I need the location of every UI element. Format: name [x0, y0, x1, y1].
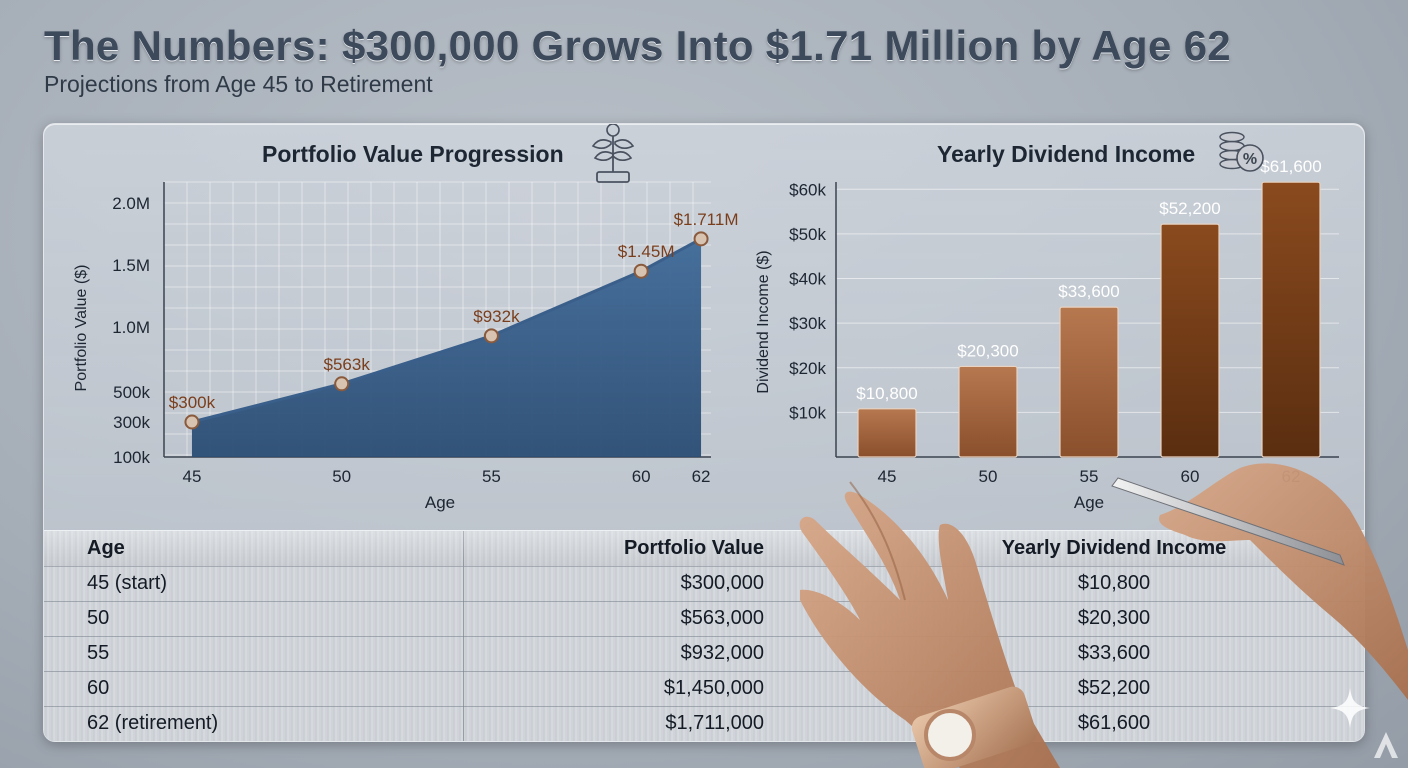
cell-dividend-income: $61,600 — [1077, 712, 1151, 734]
x-tick-label: 45 — [182, 467, 201, 486]
y-tick-label: 100k — [113, 448, 150, 467]
coins-percent-icon: % — [1219, 131, 1264, 172]
table-header-row: Age Portfolio Value Yearly Dividend Inco… — [44, 531, 1364, 567]
cell-age: 62 (retirement) — [87, 712, 219, 734]
y-axis-label: Portfolio Value ($) — [73, 265, 90, 392]
header-portfolio-value: Portfolio Value — [623, 537, 764, 559]
dividend-income-chart: $10k $20k $30k $40k $50k $60k $10,800 45 $20,300… — [755, 131, 1339, 512]
data-point — [633, 263, 649, 279]
x-axis-label: Age — [1074, 493, 1104, 512]
sparkle-icon — [1330, 688, 1370, 728]
y-tick-label: 2.0M — [112, 194, 150, 213]
x-tick-label: 55 — [482, 467, 501, 486]
y-axis-label: Dividend Income ($) — [755, 250, 772, 393]
x-tick-label: 50 — [979, 467, 998, 486]
charts-panel: Portfolio Value Progression Yearly Divid… — [43, 123, 1365, 742]
data-label: $52,200 — [1159, 199, 1220, 218]
y-tick-label: 1.0M — [112, 318, 150, 337]
cell-age: 60 — [87, 677, 110, 699]
data-label: $10,800 — [856, 384, 917, 403]
table-row: 62 (retirement) $1,711,000 $61,600 — [44, 706, 1364, 741]
data-label: $300k — [169, 393, 216, 412]
cell-portfolio-value: $563,000 — [680, 607, 764, 629]
brand-logo-icon — [1374, 732, 1398, 758]
x-tick-label: 60 — [632, 467, 651, 486]
data-label: $61,600 — [1260, 157, 1321, 176]
y-tick-label: $50k — [789, 225, 826, 244]
dividend-bar — [1160, 223, 1220, 458]
cell-dividend-income: $33,600 — [1077, 642, 1151, 664]
data-label: $1.45M — [618, 242, 675, 261]
y-tick-label: $20k — [789, 359, 826, 378]
data-label: $20,300 — [957, 341, 1018, 360]
portfolio-value-chart: 100k 300k 500k 1.0M 1.5M 2.0M 45 50 55 60 62 Age Por… — [73, 124, 739, 512]
y-tick-label: 300k — [113, 413, 150, 432]
svg-text:%: % — [1243, 151, 1257, 168]
x-tick-label: 45 — [878, 467, 897, 486]
dividend-chart-title: Yearly Dividend Income — [937, 141, 1196, 167]
header-dividend-income: Yearly Dividend Income — [1001, 537, 1227, 559]
table-row: 60 $1,450,000 $52,200 — [44, 671, 1364, 707]
data-point — [693, 231, 709, 247]
x-tick-label: 60 — [1181, 467, 1200, 486]
x-tick-label: 62 — [1282, 467, 1301, 486]
cell-portfolio-value: $1,711,000 — [665, 712, 764, 734]
cell-age: 55 — [87, 642, 110, 664]
cell-dividend-income: $20,300 — [1077, 607, 1151, 629]
page-title: The Numbers: $300,000 Grows Into $1.71 M… — [44, 22, 1231, 69]
x-tick-label: 55 — [1080, 467, 1099, 486]
cell-portfolio-value: $300,000 — [680, 572, 764, 594]
y-tick-label: $60k — [789, 180, 826, 199]
data-point — [483, 328, 499, 344]
data-label: $563k — [324, 355, 371, 374]
dividend-bar — [958, 365, 1018, 458]
y-tick-label: $10k — [789, 403, 826, 422]
y-tick-label: 1.5M — [112, 256, 150, 275]
data-point — [334, 376, 350, 392]
table-row: 50 $563,000 $20,300 — [44, 601, 1364, 637]
x-tick-label: 50 — [332, 467, 351, 486]
page-subtitle: Projections from Age 45 to Retirement — [44, 71, 433, 97]
y-tick-label: $30k — [789, 314, 826, 333]
projection-table: Age Portfolio Value Yearly Dividend Inco… — [44, 530, 1364, 741]
plant-growth-icon — [591, 124, 635, 183]
table-row: 45 (start) $300,000 $10,800 — [44, 566, 1364, 602]
cell-portfolio-value: $1,450,000 — [663, 677, 764, 699]
y-tick-label: 500k — [113, 383, 150, 402]
portfolio-area — [191, 238, 702, 457]
portfolio-chart-title: Portfolio Value Progression — [262, 141, 564, 167]
y-tick-label: $40k — [789, 270, 826, 289]
cell-dividend-income: $52,200 — [1077, 677, 1151, 699]
cell-age: 45 (start) — [87, 572, 168, 594]
cell-dividend-income: $10,800 — [1077, 572, 1151, 594]
dividend-bar — [1059, 306, 1119, 458]
header-age: Age — [87, 537, 125, 559]
x-tick-label: 62 — [692, 467, 711, 486]
data-point — [184, 414, 200, 430]
x-axis-label: Age — [425, 493, 455, 512]
dividend-bar — [857, 408, 917, 458]
data-label: $1.711M — [674, 210, 739, 229]
cell-age: 50 — [87, 607, 110, 629]
data-label: $33,600 — [1058, 282, 1119, 301]
cell-portfolio-value: $932,000 — [680, 642, 764, 664]
data-label: $932k — [473, 307, 520, 326]
dividend-bar — [1261, 181, 1321, 458]
table-row: 55 $932,000 $33,600 — [44, 636, 1364, 672]
